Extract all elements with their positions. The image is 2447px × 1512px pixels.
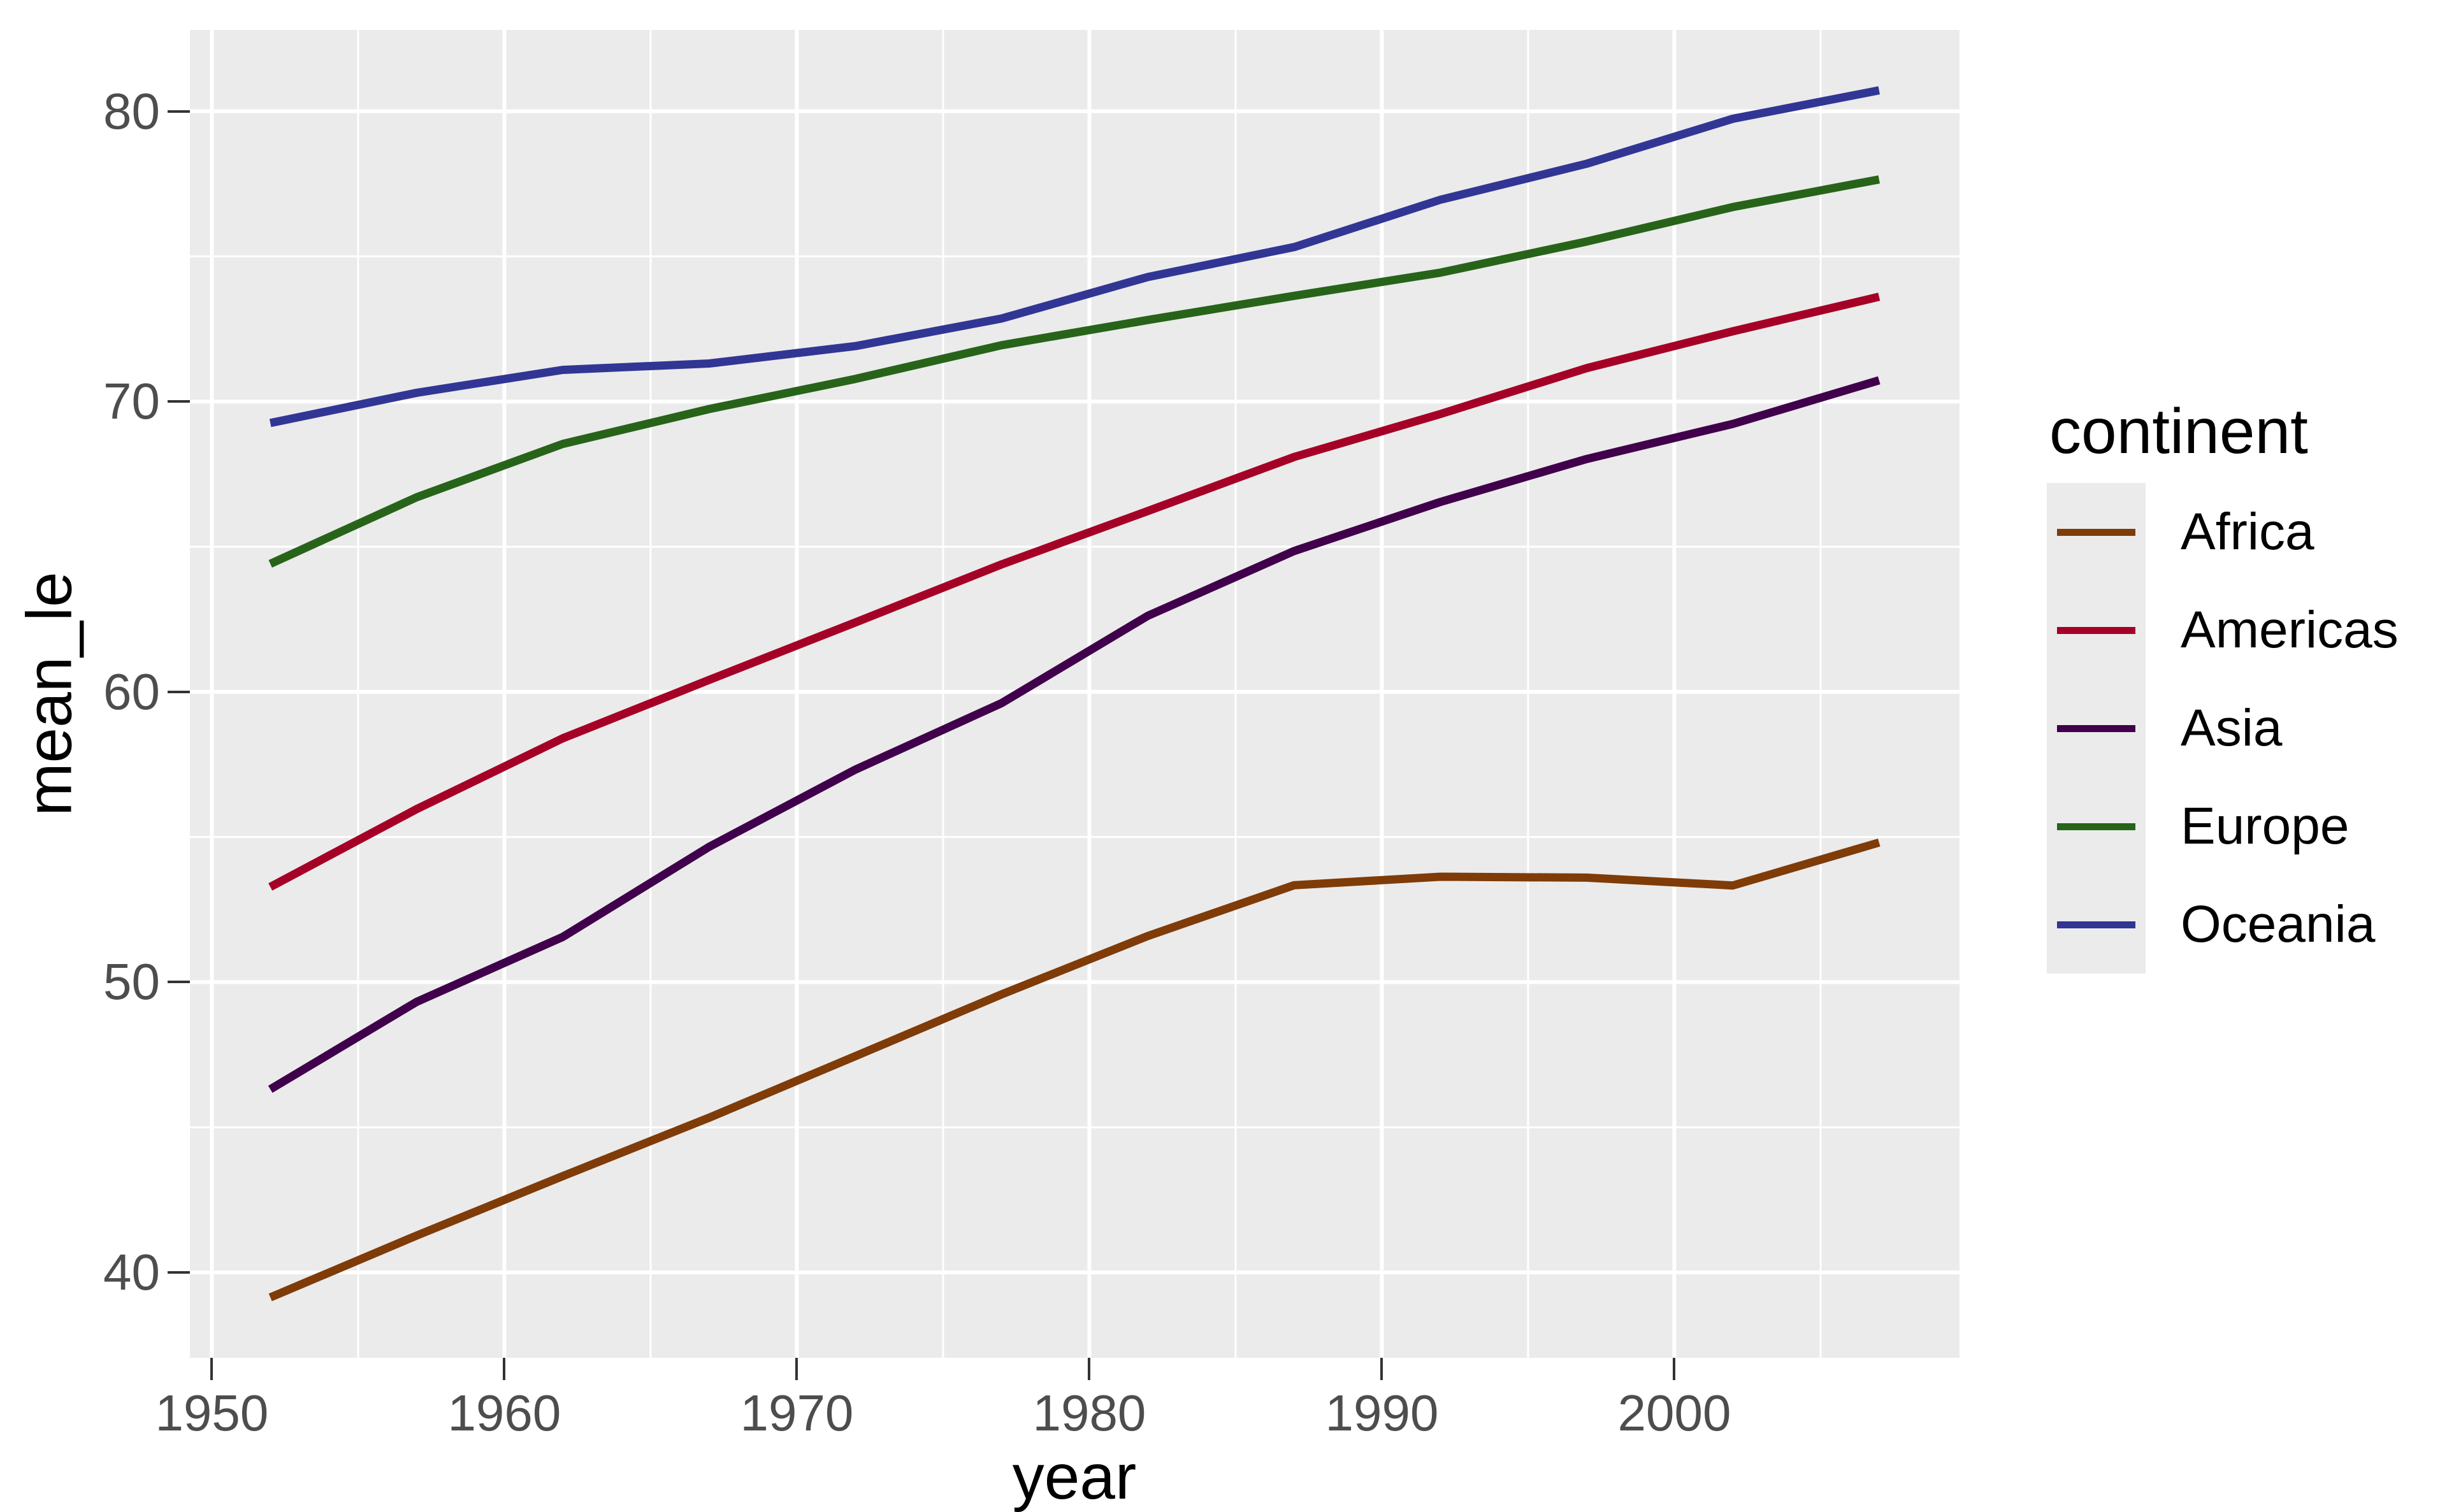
series-line-americas xyxy=(268,292,1880,891)
legend-key xyxy=(2047,875,2146,974)
legend-row-africa: Africa xyxy=(2047,483,2399,581)
legend-swatch-americas xyxy=(2057,626,2135,634)
legend-key xyxy=(2047,777,2146,875)
x-tick-label: 1990 xyxy=(1325,1385,1439,1441)
legend-label-oceania: Oceania xyxy=(2181,895,2376,953)
y-tick-label: 70 xyxy=(103,373,160,430)
x-tick-mark xyxy=(795,1358,798,1380)
series-line-europe xyxy=(268,175,1880,568)
legend-swatch-asia xyxy=(2057,724,2135,732)
legend-swatch-oceania xyxy=(2057,921,2135,928)
y-tick-mark xyxy=(168,690,190,693)
legend-row-asia: Asia xyxy=(2047,679,2399,777)
x-tick-mark xyxy=(1380,1358,1383,1380)
series-line-asia xyxy=(268,376,1880,1093)
x-tick-mark xyxy=(1088,1358,1091,1380)
legend-row-europe: Europe xyxy=(2047,777,2399,875)
x-tick-label: 1960 xyxy=(447,1385,561,1441)
y-tick-label: 60 xyxy=(103,663,160,720)
legend-swatch-europe xyxy=(2057,823,2135,830)
legend-swatch-africa xyxy=(2057,528,2135,536)
y-tick-label: 50 xyxy=(103,953,160,1011)
legend-key xyxy=(2047,581,2146,679)
x-tick-label: 2000 xyxy=(1617,1385,1731,1441)
legend-row-oceania: Oceania xyxy=(2047,875,2399,974)
y-tick-mark xyxy=(168,400,190,403)
plot-area-svg xyxy=(190,30,1960,1358)
x-tick-mark xyxy=(1673,1358,1676,1380)
legend: Africa Americas Asia Europe Oceania xyxy=(2047,483,2399,974)
legend-title: continent xyxy=(2049,396,2308,467)
series-line-oceania xyxy=(269,86,1880,428)
plot-panel xyxy=(190,30,1960,1358)
legend-label-americas: Americas xyxy=(2181,601,2399,659)
x-tick-mark xyxy=(210,1358,213,1380)
x-tick-label: 1970 xyxy=(740,1385,854,1441)
panel-background xyxy=(190,30,1960,1358)
legend-label-europe: Europe xyxy=(2181,797,2350,855)
legend-label-asia: Asia xyxy=(2181,699,2283,757)
x-tick-label: 1950 xyxy=(155,1385,269,1441)
y-tick-label: 40 xyxy=(103,1244,160,1301)
legend-label-africa: Africa xyxy=(2181,503,2314,561)
y-tick-mark xyxy=(168,110,190,113)
y-tick-label: 80 xyxy=(103,82,160,140)
y-tick-mark xyxy=(168,1271,190,1274)
x-axis-title: year xyxy=(1012,1441,1137,1512)
x-tick-label: 1980 xyxy=(1032,1385,1146,1441)
x-tick-mark xyxy=(503,1358,506,1380)
legend-key xyxy=(2047,483,2146,581)
y-tick-mark xyxy=(168,981,190,984)
series-line-africa xyxy=(268,839,1880,1302)
legend-key xyxy=(2047,679,2146,777)
legend-row-americas: Americas xyxy=(2047,581,2399,679)
